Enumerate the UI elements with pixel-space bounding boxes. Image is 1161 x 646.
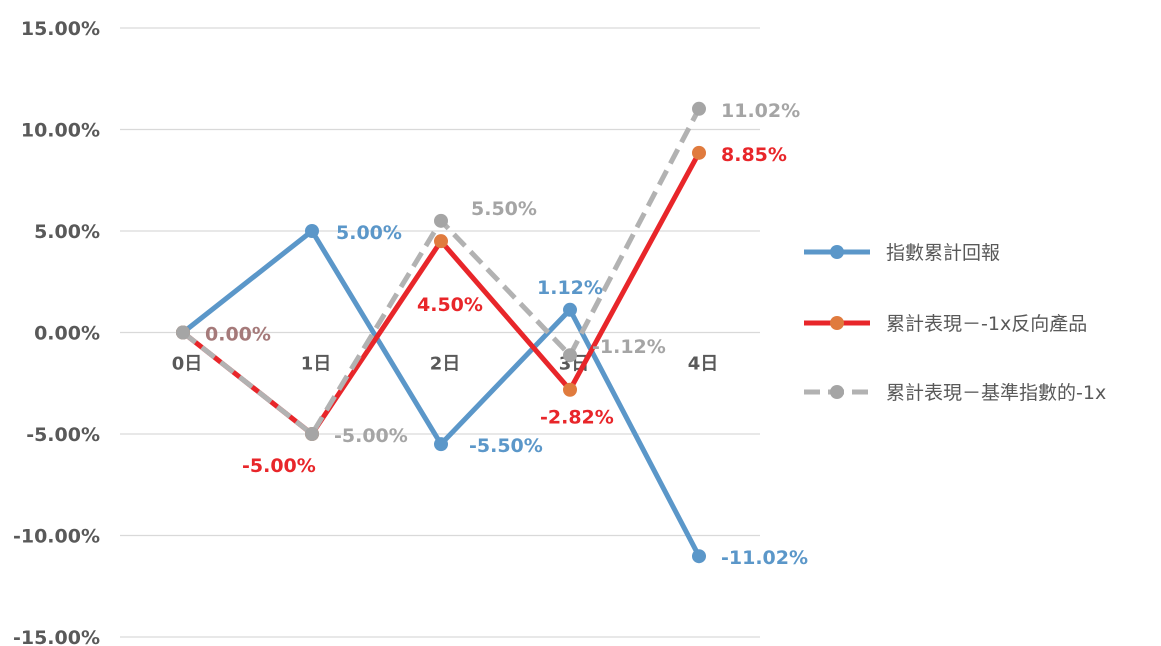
- data-label: -2.82%: [540, 407, 614, 429]
- legend-item-0: 指數累計回報: [804, 242, 1000, 264]
- legend-label: 累計表現－基準指數的-1x: [886, 382, 1106, 404]
- data-label: 11.02%: [721, 100, 800, 122]
- legend-marker: [830, 385, 844, 399]
- legend-item-2: 累計表現－基準指數的-1x: [804, 382, 1106, 404]
- data-label: -5.50%: [469, 435, 543, 457]
- data-label: 0.00%: [205, 324, 271, 346]
- gridlines: [120, 27, 760, 638]
- data-label: 5.50%: [471, 198, 537, 220]
- y-tick-label: 0.00%: [34, 323, 100, 345]
- legend-marker: [830, 245, 844, 259]
- data-label: -1.12%: [592, 336, 666, 358]
- x-tick-label: 2日: [430, 354, 461, 375]
- y-tick-label: 5.00%: [34, 221, 100, 243]
- data-point: [434, 213, 448, 228]
- data-point: [305, 224, 319, 238]
- data-point: [563, 382, 577, 397]
- data-point: [563, 348, 577, 363]
- data-point: [305, 427, 319, 441]
- y-tick-label: 10.00%: [21, 120, 100, 142]
- data-labels: 5.00% -5.50% 1.12% -11.02% -5.00% 4.50% -2.82%…: [205, 100, 808, 569]
- data-label: 1.12%: [537, 277, 603, 299]
- data-point: [692, 145, 706, 160]
- y-axis: 15.00% 10.00% 5.00% 0.00% -5.00% -10.00% -15.0…: [13, 18, 100, 646]
- legend-label: 指數累計回報: [886, 242, 1000, 264]
- x-tick-label: 0日: [172, 354, 203, 375]
- data-point: [692, 549, 706, 564]
- series-group: [176, 101, 706, 564]
- data-label: -11.02%: [721, 547, 808, 569]
- y-tick-label: -15.00%: [13, 627, 100, 646]
- data-label: 5.00%: [336, 222, 402, 244]
- y-tick-label: -5.00%: [26, 424, 100, 446]
- data-label: -5.00%: [334, 425, 408, 447]
- series-2: [176, 101, 706, 441]
- legend-label: 累計表現－-1x反向產品: [886, 313, 1087, 335]
- legend-item-1: 累計表現－-1x反向產品: [804, 313, 1087, 335]
- y-tick-label: 15.00%: [21, 18, 100, 40]
- data-point: [692, 101, 706, 116]
- data-point: [434, 437, 448, 452]
- x-tick-label: 4日: [688, 354, 719, 375]
- y-tick-label: -10.00%: [13, 526, 100, 548]
- x-tick-label: 1日: [301, 354, 332, 375]
- data-point: [176, 325, 190, 340]
- data-point: [563, 302, 577, 317]
- legend-marker: [830, 316, 844, 330]
- data-label: 4.50%: [417, 294, 483, 316]
- series-0: [176, 224, 706, 564]
- data-label: -5.00%: [242, 455, 316, 477]
- data-label: 8.85%: [721, 144, 787, 166]
- data-point: [434, 234, 448, 249]
